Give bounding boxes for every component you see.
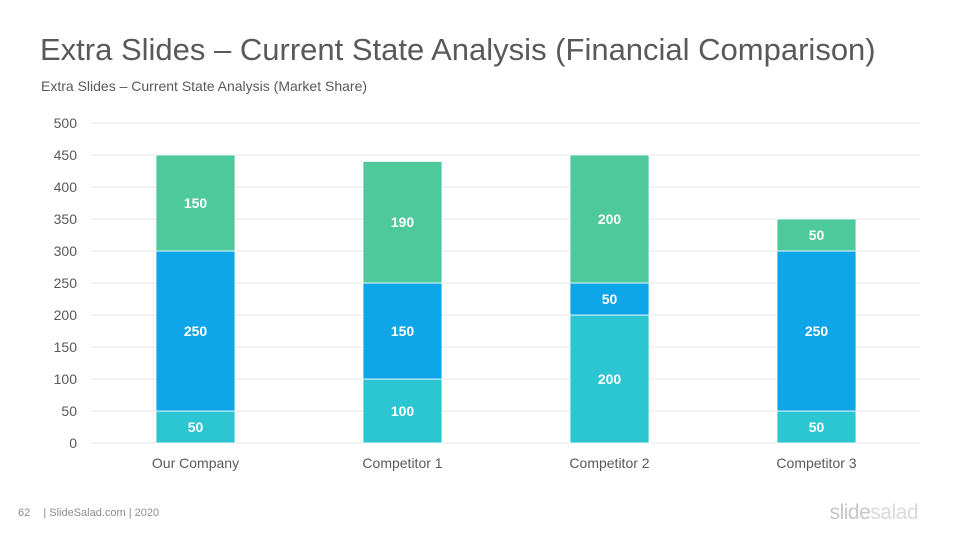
- bar-segment: [569, 282, 650, 316]
- x-category-label: Our Company: [152, 455, 239, 471]
- data-label: 250: [805, 323, 829, 339]
- x-category-label: Competitor 1: [362, 455, 442, 471]
- x-category-label: Competitor 2: [569, 455, 649, 471]
- data-label: 150: [184, 195, 208, 211]
- data-label: 200: [598, 211, 622, 227]
- bar-segment: [776, 410, 857, 444]
- y-tick-label: 150: [54, 339, 78, 355]
- y-tick-label: 50: [61, 403, 77, 419]
- bar-segment: [362, 282, 443, 380]
- slidesalad-logo: slidesalad: [829, 501, 919, 525]
- bar-segment: [362, 160, 443, 284]
- y-tick-label: 500: [54, 115, 78, 131]
- data-label: 150: [391, 323, 415, 339]
- data-label: 250: [184, 323, 208, 339]
- bar-segment: [776, 250, 857, 412]
- data-label: 50: [188, 419, 204, 435]
- bar-segment: [569, 154, 650, 284]
- y-tick-label: 300: [54, 243, 78, 259]
- data-label: 50: [809, 227, 825, 243]
- y-tick-label: 450: [54, 147, 78, 163]
- logo-part-salad: salad: [870, 501, 918, 524]
- bar-segment: [362, 378, 443, 444]
- bar-segment: [155, 154, 236, 252]
- data-label: 200: [598, 371, 622, 387]
- bar-segment: [155, 410, 236, 444]
- y-tick-label: 100: [54, 371, 78, 387]
- data-label: 50: [809, 419, 825, 435]
- y-tick-label: 250: [54, 275, 78, 291]
- data-label: 190: [391, 214, 415, 230]
- page-subtitle: Extra Slides – Current State Analysis (M…: [41, 78, 368, 94]
- bar-segment: [569, 314, 650, 444]
- footer-source: | SlideSalad.com | 2020: [43, 507, 160, 519]
- y-tick-label: 350: [54, 211, 78, 227]
- y-tick-label: 400: [54, 179, 78, 195]
- logo-part-slide: slide: [829, 501, 871, 524]
- page-number: 62: [18, 507, 31, 519]
- x-category-label: Competitor 3: [776, 455, 856, 471]
- page-title: Extra Slides – Current State Analysis (F…: [40, 32, 876, 67]
- data-label: 50: [602, 291, 618, 307]
- bar-segment: [776, 218, 857, 252]
- data-label: 100: [391, 403, 415, 419]
- y-tick-label: 0: [69, 435, 77, 451]
- bar-segment: [155, 250, 236, 412]
- y-tick-label: 200: [54, 307, 78, 323]
- footer: 62 | SlideSalad.com | 2020: [18, 507, 169, 519]
